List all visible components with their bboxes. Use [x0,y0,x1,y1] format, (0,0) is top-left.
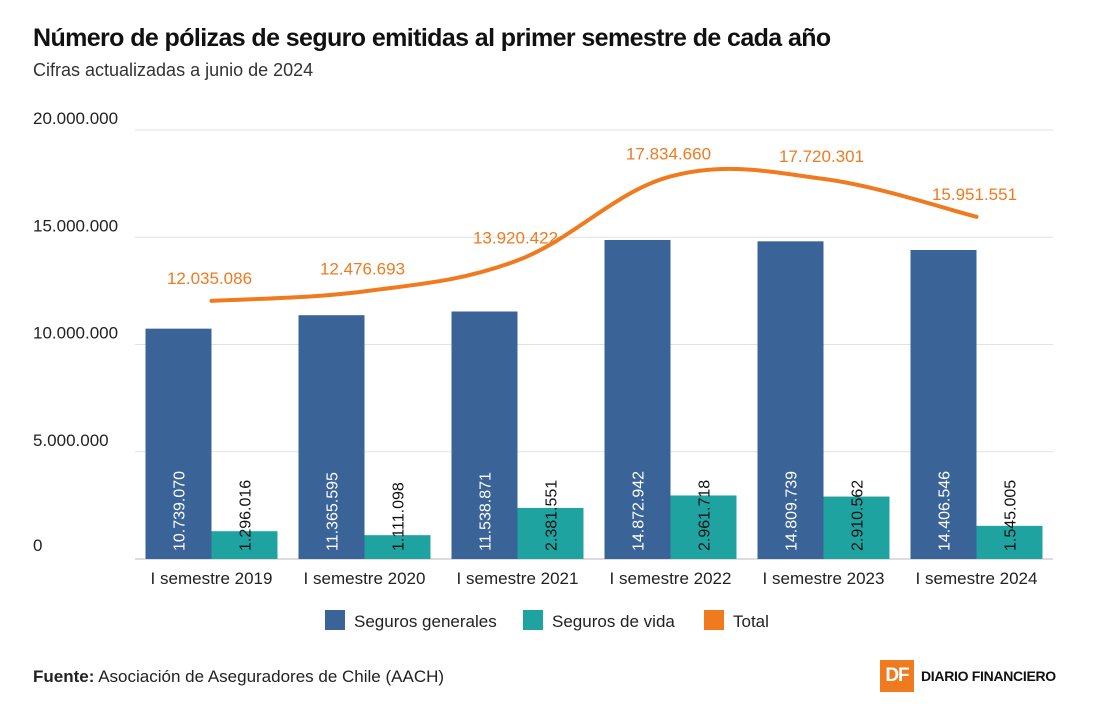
data-label-vida: 2.910.562 [850,480,867,551]
bar-seguros-vida [517,507,584,559]
data-label-generales: 11.538.871 [478,472,495,551]
x-tick-label: I semestre 2024 [916,569,1038,588]
bar-seguros-vida [823,496,890,559]
brand-logo[interactable]: DF DIARIO FINANCIERO [880,660,1056,692]
bar-seguros-generales [604,239,671,559]
data-label-vida: 1.111.098 [391,482,408,551]
brand-name: DIARIO FINANCIERO [921,668,1056,684]
chart-title: Número de pólizas de seguro emitidas al … [33,24,831,52]
data-label-total: 15.951.551 [932,185,1017,204]
data-label-total: 13.920.422 [473,228,558,247]
x-tick-label: I semestre 2023 [763,569,885,588]
data-label-vida: 1.296.016 [238,480,255,551]
bar-seguros-vida [211,531,278,559]
data-label-total: 17.834.660 [626,144,711,163]
bar-seguros-generales [910,249,977,559]
data-label-generales: 14.406.546 [937,471,954,551]
data-label-vida: 2.381.551 [544,480,561,551]
bar-seguros-vida [364,535,431,559]
y-tick-label: 20.000.000 [33,109,118,128]
data-label-generales: 14.809.739 [784,471,801,551]
data-label-total: 12.476.693 [320,259,405,278]
y-tick-label: 0 [33,536,42,555]
source-text: Asociación de Aseguradores de Chile (AAC… [98,667,445,686]
source-label: Fuente: [33,667,95,686]
chart-subtitle: Cifras actualizadas a junio de 2024 [33,60,314,80]
legend-total-swatch [704,610,724,630]
bar-seguros-generales [451,311,518,559]
line-total [209,166,979,303]
df-logo-icon: DF [880,660,914,692]
bar-seguros-vida [976,525,1043,559]
bar-seguros-vida [670,495,737,559]
data-label-generales: 11.365.595 [325,472,342,551]
bar-seguros-generales [757,241,824,559]
legend-seguros-de-vida-label: Seguros de vida [552,612,675,631]
legend-total-label: Total [733,612,769,631]
data-label-generales: 10.739.070 [172,471,189,551]
y-tick-label: 5.000.000 [33,431,109,450]
legend-seguros-generales-label: Seguros generales [354,612,497,631]
data-label-generales: 14.872.942 [631,471,648,551]
x-tick-label: I semestre 2019 [151,569,273,588]
legend-seguros-de-vida-swatch [523,610,543,630]
data-label-total: 12.035.086 [167,269,252,288]
source-note: Fuente: Asociación de Aseguradores de Ch… [33,667,444,687]
legend-seguros-generales-swatch [325,610,345,630]
x-tick-label: I semestre 2022 [610,569,732,588]
y-tick-label: 15.000.000 [33,216,118,235]
bar-seguros-generales [298,315,365,559]
data-label-vida: 1.545.005 [1003,480,1020,551]
data-label-vida: 2.961.718 [697,480,714,551]
y-tick-label: 10.000.000 [33,324,118,343]
x-tick-label: I semestre 2021 [457,569,579,588]
data-label-total: 17.720.301 [779,147,864,166]
bar-seguros-generales [145,328,212,559]
x-tick-label: I semestre 2020 [304,569,426,588]
